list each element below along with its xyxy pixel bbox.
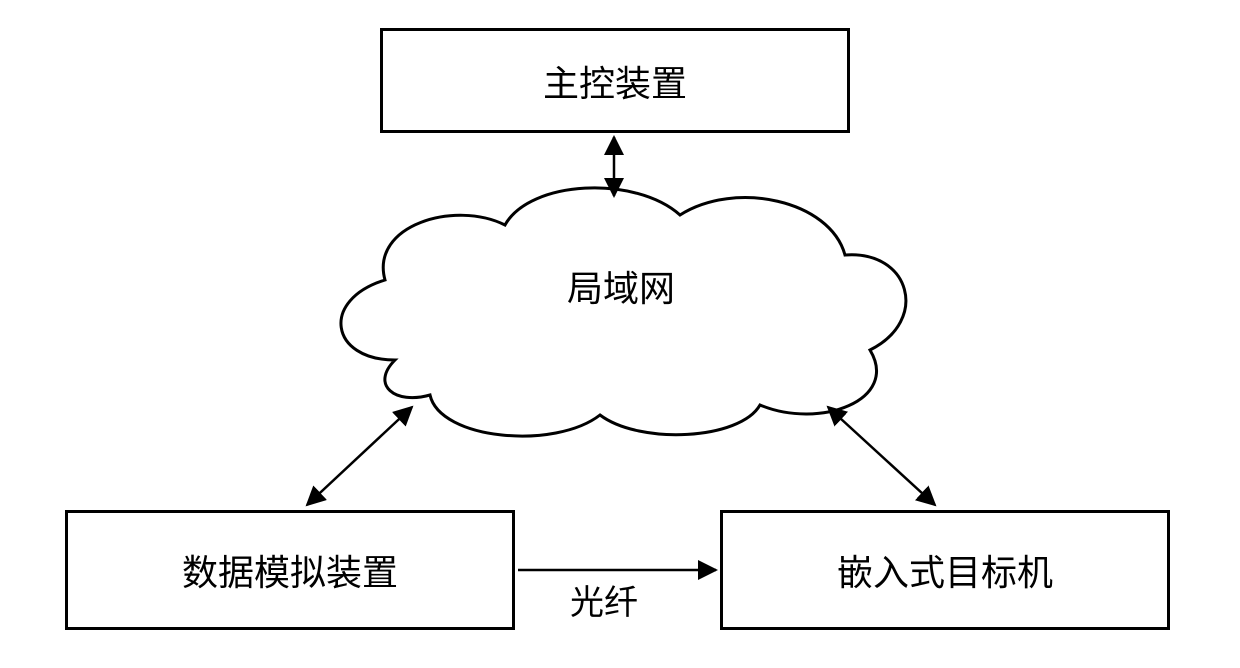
target-node: 嵌入式目标机 [720,510,1170,630]
edge-lan-target [828,407,935,505]
edge-lan-simulator [307,407,412,505]
target-label: 嵌入式目标机 [837,544,1053,596]
simulator-node: 数据模拟装置 [65,510,515,630]
controller-label: 主控装置 [543,55,687,107]
fiber-edge-label: 光纤 [570,575,638,624]
simulator-label: 数据模拟装置 [182,544,398,596]
controller-node: 主控装置 [380,28,850,133]
lan-label: 局域网 [567,260,675,312]
